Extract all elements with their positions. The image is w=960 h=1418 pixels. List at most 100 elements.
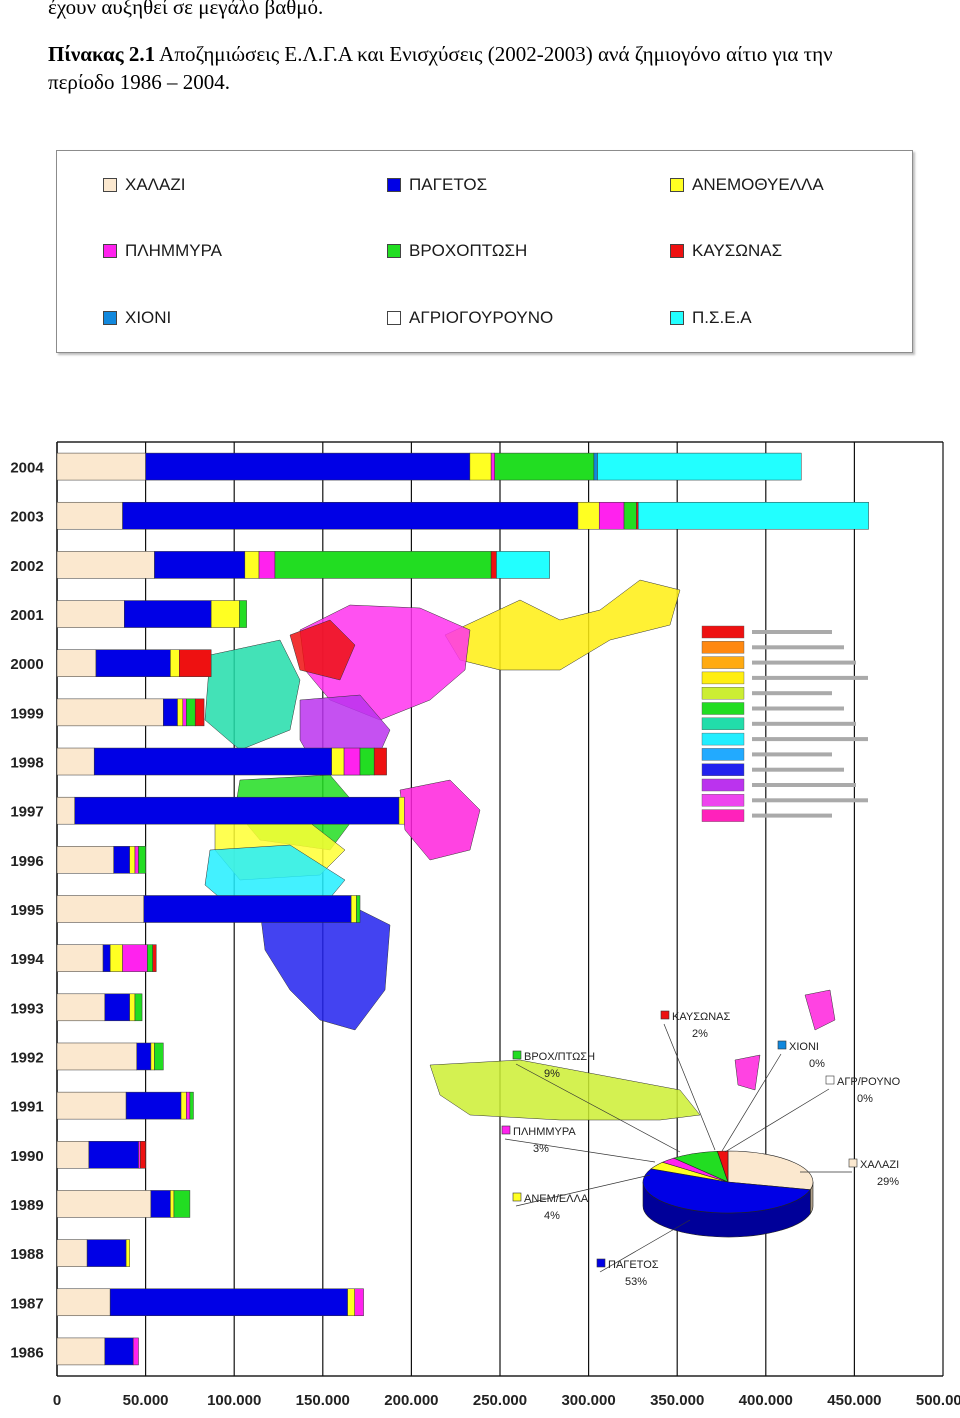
bar-segment [170,1190,175,1218]
legend-swatch-icon [103,178,117,192]
x-tick-label: 400.000 [739,1392,793,1409]
bar-segment [74,796,400,825]
y-tick-label: 2000 [10,656,43,673]
bar-segment [150,1190,171,1218]
legend-swatch-icon [103,244,117,258]
y-tick-label: 1995 [10,902,43,919]
bar-segment [109,1288,348,1317]
bar-segment [56,452,146,481]
bar-segment [331,747,345,776]
bar-segment [490,452,495,481]
y-tick-label: 1987 [10,1295,43,1312]
bar-segment [147,944,153,972]
pie-label: ΠΑΓΕΤΟΣ [608,1259,659,1271]
bar-segment [132,1337,139,1366]
bar-segment [186,698,196,727]
bar-segment [347,1288,355,1317]
x-tick-label: 300.000 [561,1392,615,1409]
bar-segment [145,452,471,481]
y-tick-label: 1994 [10,951,44,968]
pie-label-swatch [512,1192,522,1202]
map-legend-swatch [701,717,745,730]
x-tick-label: 250.000 [473,1392,527,1409]
pie-slice [727,1150,814,1191]
legend-swatch-icon [103,311,117,325]
map-region-shape [204,639,301,751]
y-tick-label: 1986 [10,1344,43,1361]
bar-segment [274,551,492,579]
bar-segment [104,1337,134,1366]
x-tick-label: 350.000 [650,1392,704,1409]
x-tick-label: 150.000 [296,1392,350,1409]
map-legend-swatch [701,625,745,639]
y-tick-label: 1993 [10,1000,43,1017]
legend-label: ΧΙΟΝΙ [125,308,172,327]
map-region-shape [289,619,356,681]
bar-segment [179,649,212,677]
bar-segment [129,993,136,1022]
pie-percent-label: 53% [625,1276,647,1288]
bar-segment [56,1239,88,1267]
bar-segment [186,1091,191,1120]
bar-segment [56,600,125,628]
legend-label: Π.Σ.Ε.Α [692,308,752,327]
y-tick-label: 2003 [10,509,43,526]
pie-label-swatch [825,1075,835,1085]
bar-segment [86,1239,127,1267]
bar-segment [154,1042,164,1071]
bar-segment [496,551,550,579]
map-legend-swatch [701,671,745,685]
y-tick-label: 1999 [10,705,43,722]
bar-segment [163,698,178,727]
bar-segment [350,895,357,923]
map-legend-text-mark [752,813,832,818]
legend-label: ΠΛΗΜΜΥΡΑ [125,241,222,260]
legend-swatch-icon [387,311,401,325]
bar-segment [244,551,260,579]
table-caption-line2: περίοδο 1986 – 2004. [48,70,230,94]
x-tick-label: 100.000 [207,1392,261,1409]
map-legend-text-mark [752,660,856,665]
bar-segment [56,1337,106,1366]
bar-segment [636,501,639,530]
legend-label: ΒΡΟΧΟΠΤΩΣΗ [409,241,528,260]
pie-percent-label: 9% [544,1068,560,1080]
bar-segment [373,747,387,776]
legend-item: Π.Σ.Ε.Α [670,308,752,328]
bar-segment [56,846,114,874]
pie-label-swatch [596,1258,606,1268]
y-tick-label: 1991 [10,1099,43,1116]
bar-segment [95,649,171,677]
chart-legend: ΧΑΛΑΖΙ ΠΑΓΕΤΟΣ ΑΝΕΜΟΘΥΕΛΛΑ ΠΛΗΜΜΥΡΑ ΒΡΟΧΟΠΤΩ… [56,150,913,353]
legend-item: ΠΛΗΜΜΥΡΑ [103,241,222,261]
bar-segment [125,1239,130,1267]
bar-segment [138,1141,141,1169]
pie-percent-label: 3% [533,1143,549,1155]
y-tick-label: 1992 [10,1049,43,1066]
bar-segment [125,1091,182,1120]
x-tick-label: 50.000 [123,1392,169,1409]
bar-segment [56,747,95,776]
bar-segment [170,649,180,677]
x-tick-label: 500.000 [916,1392,960,1409]
bar-segment [56,501,123,530]
map-legend-swatch [701,641,745,654]
legend-swatch-icon [670,311,684,325]
map-region-shape [804,989,836,1031]
y-tick-label: 1997 [10,804,43,821]
bar-segment [258,551,276,579]
y-tick-label: 1988 [10,1246,43,1263]
bar-segment [56,551,155,579]
bar-segment [623,501,637,530]
pie-slice [642,1168,811,1214]
stacked-bar-chart: 0 50.000 100.000 150.000 200.000 250.000 300.0… [10,441,960,1409]
bar-segment [356,895,361,923]
bar-segment [56,1288,111,1317]
bar-segment [140,1141,146,1169]
pie-leader-line [515,1174,651,1207]
legend-label: ΧΑΛΑΖΙ [125,175,186,194]
bar-segment [56,649,97,677]
map-legend-text-mark [752,783,856,787]
bar-segment [359,747,375,776]
map-legend-swatch [701,778,745,792]
